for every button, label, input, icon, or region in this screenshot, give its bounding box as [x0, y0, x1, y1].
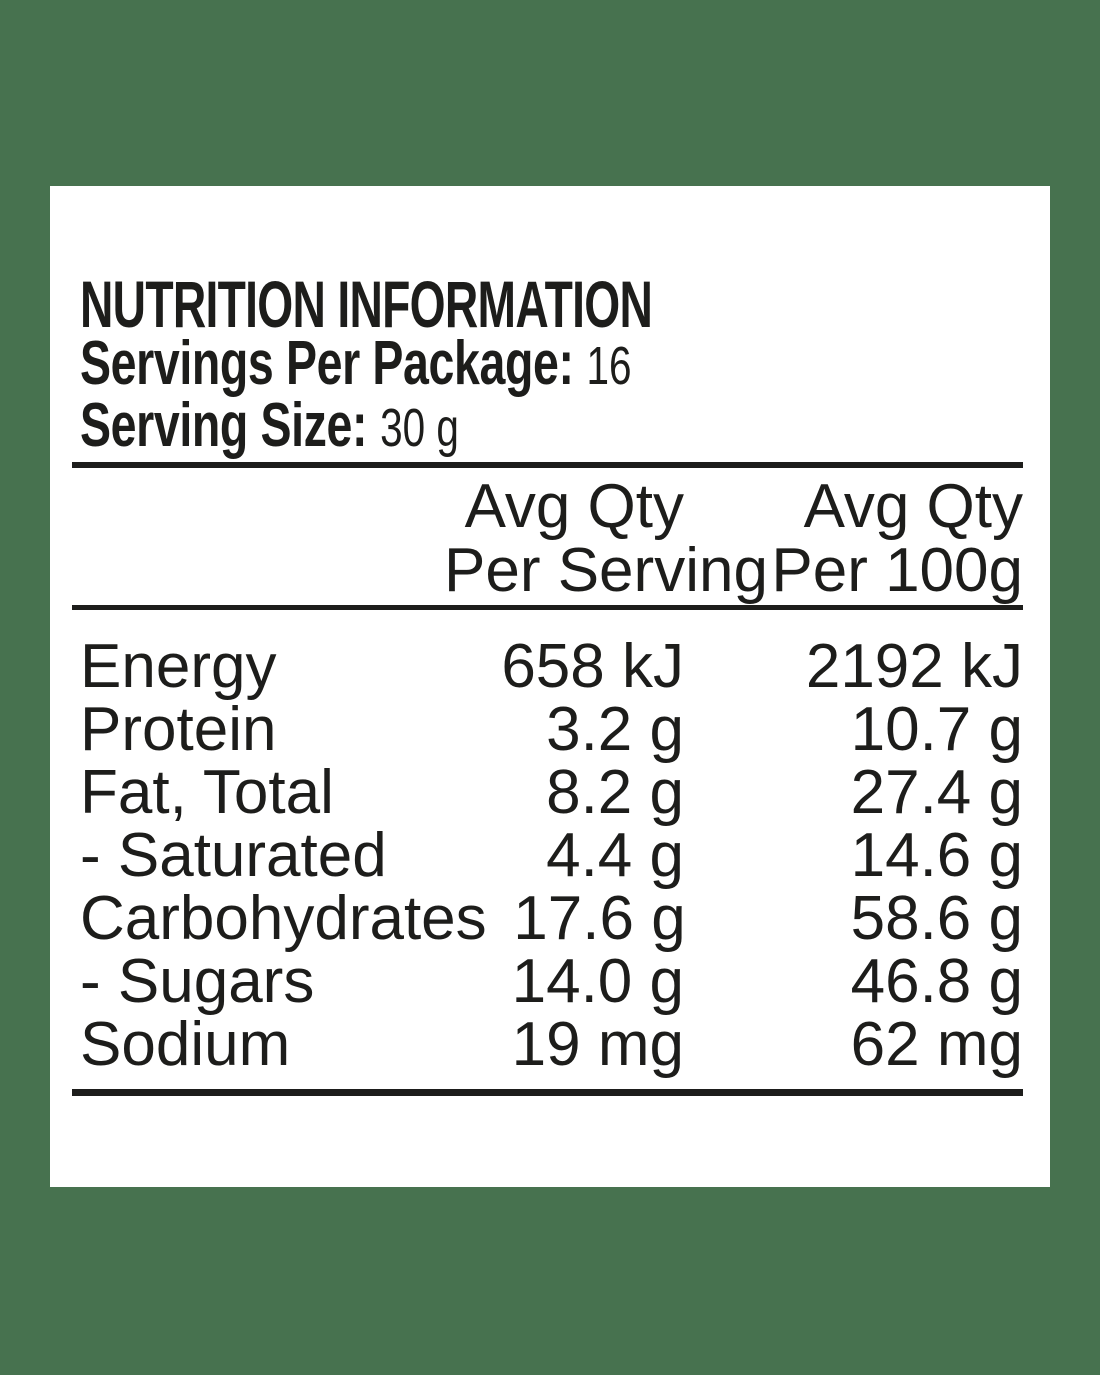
qty-per-100g: 62 mg: [850, 1010, 1023, 1079]
divider-header: [72, 605, 1023, 610]
serving-size-label: Serving Size:: [80, 391, 368, 460]
column-header-per-serving-line1: Avg Qty: [464, 472, 684, 541]
nutrient-label: - Saturated: [80, 821, 387, 890]
serving-size-line: Serving Size: 30 g: [80, 394, 459, 460]
divider-top: [72, 462, 1023, 468]
table-row-energy: Energy 658 kJ 2192 kJ: [72, 635, 1023, 698]
nutrient-label: Energy: [80, 632, 277, 701]
servings-per-package-label: Servings Per Package:: [80, 329, 574, 398]
column-header-per-100g-line2: Per 100g: [771, 536, 1023, 605]
qty-per-100g: 58.6 g: [850, 884, 1023, 953]
qty-per-100g: 2192 kJ: [805, 632, 1023, 701]
column-header-spacer: [72, 475, 444, 603]
table-row-carbohydrates: Carbohydrates 17.6 g 58.6 g: [72, 887, 1023, 950]
table-row-sodium: Sodium 19 mg 62 mg: [72, 1013, 1023, 1076]
qty-per-serving: 17.6 g: [513, 884, 686, 953]
nutrient-label: Protein: [80, 695, 277, 764]
table-row-sugars: - Sugars 14.0 g 46.8 g: [72, 950, 1023, 1013]
servings-per-package-value: 16: [586, 336, 632, 396]
qty-per-100g: 46.8 g: [850, 947, 1023, 1016]
column-header-per-100g-line1: Avg Qty: [803, 472, 1023, 541]
nutrient-label: Carbohydrates: [80, 884, 487, 953]
qty-per-100g: 10.7 g: [850, 695, 1023, 764]
serving-size-value: 30 g: [380, 398, 459, 458]
nutrition-table: Energy 658 kJ 2192 kJ Protein 3.2 g 10.7…: [72, 635, 1023, 1076]
qty-per-serving: 4.4 g: [546, 821, 684, 890]
nutrient-label: Fat, Total: [80, 758, 334, 827]
column-header-per-serving: Avg Qty Per Serving: [444, 472, 768, 605]
qty-per-100g: 27.4 g: [850, 758, 1023, 827]
page-title: NUTRITION INFORMATION: [80, 267, 653, 341]
divider-bottom: [72, 1089, 1023, 1096]
nutrient-label: - Sugars: [80, 947, 315, 1016]
servings-per-package-line: Servings Per Package: 16: [80, 332, 632, 398]
qty-per-serving: 8.2 g: [546, 758, 684, 827]
table-row-protein: Protein 3.2 g 10.7 g: [72, 698, 1023, 761]
nutrition-panel: NUTRITION INFORMATION Servings Per Packa…: [50, 186, 1050, 1187]
column-headers: Avg Qty Per Serving Avg Qty Per 100g: [72, 475, 1023, 603]
column-header-per-serving-line2: Per Serving: [444, 536, 768, 605]
qty-per-serving: 14.0 g: [511, 947, 684, 1016]
qty-per-serving: 658 kJ: [501, 632, 684, 701]
nutrition-panel-content: NUTRITION INFORMATION Servings Per Packa…: [72, 186, 1023, 1187]
column-header-per-100g: Avg Qty Per 100g: [684, 475, 1023, 603]
table-row-saturated: - Saturated 4.4 g 14.6 g: [72, 824, 1023, 887]
table-row-fat-total: Fat, Total 8.2 g 27.4 g: [72, 761, 1023, 824]
qty-per-serving: 19 mg: [511, 1010, 684, 1079]
qty-per-serving: 3.2 g: [546, 695, 684, 764]
qty-per-100g: 14.6 g: [850, 821, 1023, 890]
nutrient-label: Sodium: [80, 1010, 291, 1079]
